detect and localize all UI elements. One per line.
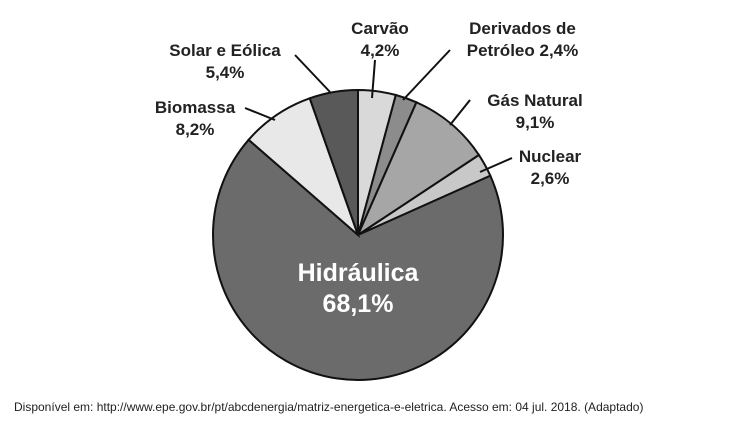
value-label: 2,4% [539,41,579,60]
leader-line [371,59,376,99]
leader-line [402,49,451,101]
pie-slice [308,88,359,236]
slice-label: Solar e Eólica 5,4% [155,40,295,84]
category-label: Derivados de Petróleo [466,19,576,60]
value-label: 9,1% [515,113,555,132]
slice-label: Nuclear 2,6% [500,146,600,190]
slice-label: Gás Natural 9,1% [470,90,600,134]
slice-label: Carvão 4,2% [340,18,420,62]
value-label: 5,4% [205,63,245,82]
leader-line [244,107,276,121]
category-label: Gás Natural [487,91,583,110]
category-label: Solar e Eólica [169,41,281,60]
category-label: Biomassa [154,98,236,117]
value-label: 8,2% [175,120,215,139]
leader-line [449,99,471,126]
value-label: 2,6% [530,169,570,188]
value-label: 68,1% [322,290,394,318]
slice-label: Hidráulica 68,1% [268,258,448,320]
leader-line [479,157,513,173]
slice-label: Biomassa 8,2% [140,97,250,141]
category-label: Nuclear [518,147,582,166]
value-label: 4,2% [360,41,400,60]
pie-slice [212,138,504,381]
category-label: Hidráulica [297,259,419,287]
leader-line [294,54,331,93]
slice-label: Derivados de Petróleo 2,4% [455,18,590,62]
source: Disponível em: http://www.epe.gov.br/pt/… [14,400,644,414]
category-label: Carvão [351,19,409,38]
